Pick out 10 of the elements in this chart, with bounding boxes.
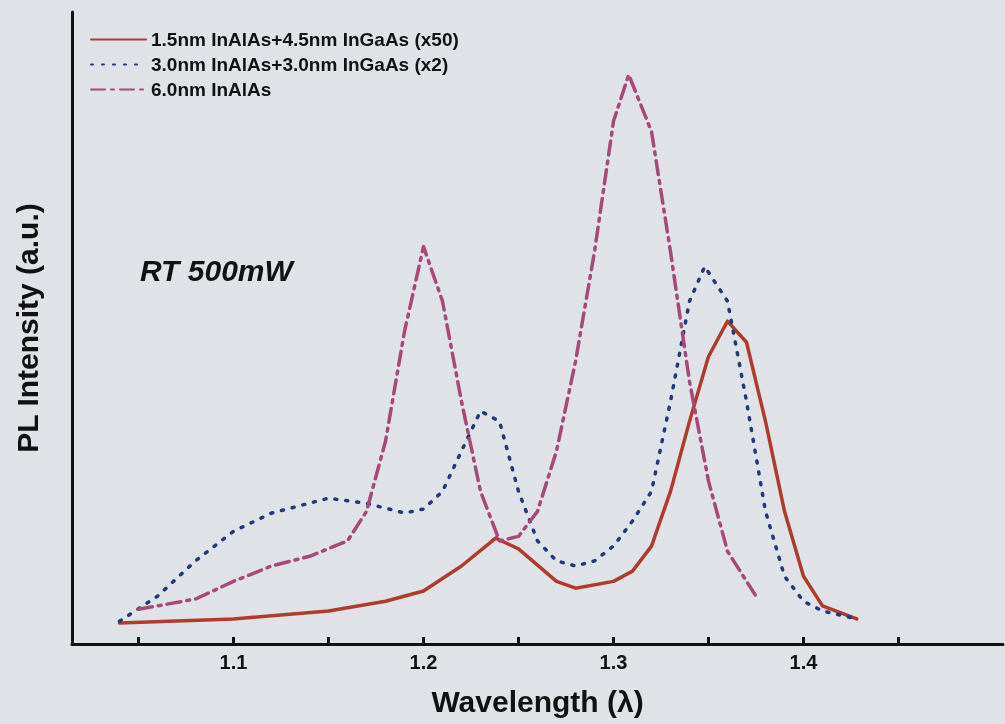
x-tick-label: 1.4 — [789, 651, 819, 673]
annotation: RT 500mW — [140, 253, 296, 287]
legend-label: 3.0nm InAlAs+3.0nm InGaAs (x2) — [151, 54, 449, 75]
x-tick-label: 1.2 — [409, 651, 438, 673]
y-axis-title: PL Intensity (a.u.) — [10, 203, 44, 453]
x-tick-label: 1.3 — [599, 651, 628, 673]
x-tick-label: 1.1 — [219, 651, 248, 673]
x-axis-title: Wavelength (λ) — [431, 684, 644, 718]
legend-label: 6.0nm InAlAs — [151, 79, 272, 100]
legend-label: 1.5nm InAlAs+4.5nm InGaAs (x50) — [151, 29, 459, 50]
